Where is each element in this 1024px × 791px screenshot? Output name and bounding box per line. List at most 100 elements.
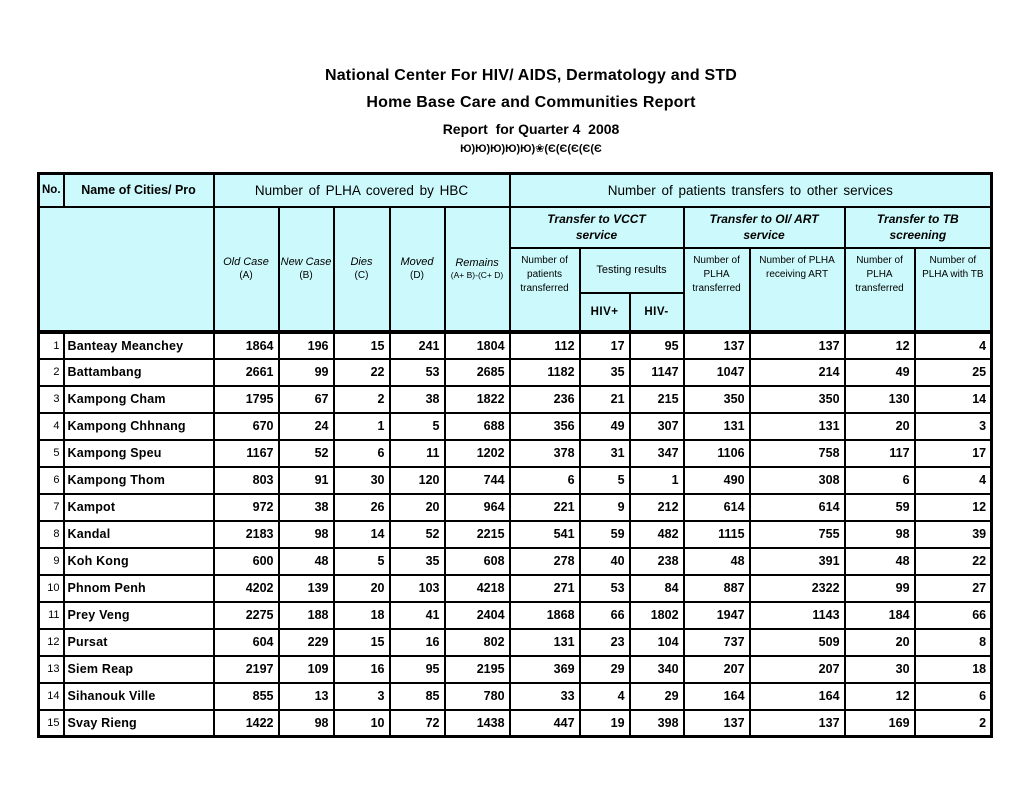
dies-code: (C) [354, 270, 369, 281]
old-case-cell: 855 [212, 681, 280, 711]
city-name-cell: Prey Veng [62, 600, 215, 630]
city-name-cell: Pursat [62, 627, 215, 657]
moved-cell: 41 [388, 600, 446, 630]
remains-cell: 2195 [443, 654, 511, 684]
tb-plha-transferred-cell: 30 [843, 654, 916, 684]
plha-receiving-art-cell: 214 [748, 357, 846, 387]
dies-cell: 3 [332, 681, 391, 711]
hiv-positive-cell: 21 [578, 384, 631, 414]
tb-plha-transferred-cell: 184 [843, 600, 916, 630]
tb-plha-transferred-cell: 130 [843, 384, 916, 414]
city-name-cell: Kampong Chhnang [62, 411, 215, 441]
row-no-cell: 10 [37, 573, 65, 603]
vcct-transferred-cell: 131 [508, 627, 581, 657]
table-row: 7 Kampot 972 38 26 20 964 221 9 212 614 … [37, 492, 993, 522]
oi-plha-transferred-cell: 131 [682, 411, 751, 441]
dies-cell: 1 [332, 411, 391, 441]
hiv-negative-cell: 340 [628, 654, 685, 684]
oi-plha-transferred-cell: 1106 [682, 438, 751, 468]
hiv-negative-cell: 1802 [628, 600, 685, 630]
dies-cell: 14 [332, 519, 391, 549]
vcct-transferred-cell: 356 [508, 411, 581, 441]
city-name-cell: Kampong Speu [62, 438, 215, 468]
old-case-cell: 1422 [212, 708, 280, 738]
old-case-cell: 4202 [212, 573, 280, 603]
plha-receiving-art-cell: 2322 [748, 573, 846, 603]
new-case-cell: 196 [277, 329, 335, 360]
plha-receiving-art-cell: 614 [748, 492, 846, 522]
city-name-cell: Kampong Cham [62, 384, 215, 414]
remains-cell: 744 [443, 465, 511, 495]
remains-cell: 1202 [443, 438, 511, 468]
remains-cell: 608 [443, 546, 511, 576]
oi-plha-transferred-cell: 1047 [682, 357, 751, 387]
header-no: No. [37, 172, 65, 208]
table-row: 13 Siem Reap 2197 109 16 95 2195 369 29 … [37, 654, 993, 684]
tb-plha-transferred-cell: 12 [843, 329, 916, 360]
table-row: 10 Phnom Penh 4202 139 20 103 4218 271 5… [37, 573, 993, 603]
city-name-cell: Svay Rieng [62, 708, 215, 738]
tb-plha-transferred-cell: 98 [843, 519, 916, 549]
city-name-cell: Kampong Thom [62, 465, 215, 495]
old-case-cell: 670 [212, 411, 280, 441]
moved-label: Moved [400, 256, 434, 268]
header-hiv-negative: HIV- [628, 291, 685, 333]
new-case-cell: 109 [277, 654, 335, 684]
city-name-cell: Siem Reap [62, 654, 215, 684]
table-row: 5 Kampong Speu 1167 52 6 11 1202 378 31 … [37, 438, 993, 468]
table-row: 11 Prey Veng 2275 188 18 41 2404 1868 66… [37, 600, 993, 630]
new-case-cell: 99 [277, 357, 335, 387]
old-case-code: (A) [239, 270, 253, 281]
table-row: 3 Kampong Cham 1795 67 2 38 1822 236 21 … [37, 384, 993, 414]
table-row: 4 Kampong Chhnang 670 24 1 5 688 356 49 … [37, 411, 993, 441]
remains-cell: 1822 [443, 384, 511, 414]
plha-with-tb-cell: 39 [913, 519, 993, 549]
plha-with-tb-cell: 14 [913, 384, 993, 414]
hiv-positive-cell: 4 [578, 681, 631, 711]
hiv-positive-cell: 5 [578, 465, 631, 495]
remains-cell: 2685 [443, 357, 511, 387]
vcct-transferred-cell: 112 [508, 329, 581, 360]
dies-cell: 20 [332, 573, 391, 603]
city-name-cell: Battambang [62, 357, 215, 387]
table-row: 14 Sihanouk Ville 855 13 3 85 780 33 4 2… [37, 681, 993, 711]
hiv-negative-cell: 104 [628, 627, 685, 657]
vcct-transferred-cell: 378 [508, 438, 581, 468]
plha-with-tb-cell: 4 [913, 465, 993, 495]
hiv-negative-cell: 238 [628, 546, 685, 576]
table-row: 12 Pursat 604 229 15 16 802 131 23 104 7… [37, 627, 993, 657]
city-name-cell: Koh Kong [62, 546, 215, 576]
plha-with-tb-cell: 22 [913, 546, 993, 576]
table-row: 1 Banteay Meanchey 1864 196 15 241 1804 … [37, 329, 993, 360]
tb-plha-transferred-cell: 99 [843, 573, 916, 603]
old-case-cell: 2275 [212, 600, 280, 630]
plha-receiving-art-cell: 131 [748, 411, 846, 441]
old-case-cell: 2197 [212, 654, 280, 684]
row-no-cell: 7 [37, 492, 65, 522]
row-no-cell: 14 [37, 681, 65, 711]
plha-with-tb-cell: 27 [913, 573, 993, 603]
hiv-positive-cell: 17 [578, 329, 631, 360]
city-name-cell: Kampot [62, 492, 215, 522]
plha-receiving-art-cell: 164 [748, 681, 846, 711]
header-name-of-cities: Name of Cities/ Pro [62, 172, 215, 208]
old-case-cell: 803 [212, 465, 280, 495]
plha-with-tb-cell: 6 [913, 681, 993, 711]
ornament-divider: Ю)Ю)Ю)Ю)Ю)❀(Є(Є(Є(Є(Є [460, 143, 602, 155]
new-case-cell: 139 [277, 573, 335, 603]
remains-cell: 1804 [443, 329, 511, 360]
vcct-transferred-cell: 541 [508, 519, 581, 549]
new-case-cell: 13 [277, 681, 335, 711]
hiv-negative-cell: 95 [628, 329, 685, 360]
report-titles: National Center For HIV/ AIDS, Dermatolo… [19, 62, 1024, 156]
remains-cell: 780 [443, 681, 511, 711]
moved-cell: 72 [388, 708, 446, 738]
plha-receiving-art-cell: 207 [748, 654, 846, 684]
plha-with-tb-cell: 8 [913, 627, 993, 657]
hiv-negative-cell: 347 [628, 438, 685, 468]
dies-cell: 30 [332, 465, 391, 495]
table-row: 8 Kandal 2183 98 14 52 2215 541 59 482 1… [37, 519, 993, 549]
hiv-positive-cell: 9 [578, 492, 631, 522]
row-no-cell: 4 [37, 411, 65, 441]
city-name-cell: Phnom Penh [62, 573, 215, 603]
